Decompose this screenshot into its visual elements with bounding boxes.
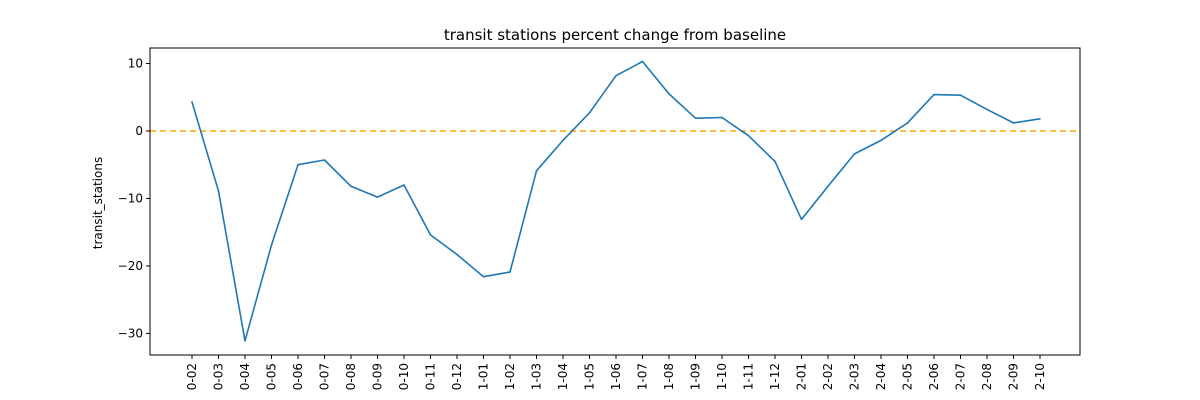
data-point <box>244 340 246 342</box>
data-point <box>747 134 750 137</box>
x-tick-label: 1-08 <box>662 363 676 390</box>
x-tick-label: 2-07 <box>954 363 968 390</box>
y-tick-label: 0 <box>135 124 143 138</box>
x-tick-label: 2-05 <box>901 363 915 390</box>
data-point <box>297 163 299 166</box>
data-point <box>853 153 856 155</box>
x-tick-label: 1-03 <box>530 363 544 390</box>
y-tick-label: 10 <box>128 57 143 71</box>
x-tick-label: 0-06 <box>291 363 305 390</box>
data-point <box>615 74 617 77</box>
x-tick-label: 1-10 <box>715 363 729 390</box>
x-tick-label: 1-01 <box>477 363 491 390</box>
data-point <box>668 93 670 95</box>
plot-area: 10 0 −10 −20 −30 0-02 0-03 0-04 0-05 0-06 0-07 0-08… <box>118 57 1080 390</box>
data-point <box>1039 118 1041 120</box>
x-tick-label: 1-07 <box>636 363 650 390</box>
data-point <box>827 185 829 188</box>
data-point <box>270 244 273 246</box>
x-tick-label: 0-03 <box>212 363 226 390</box>
y-tick-label: −30 <box>118 326 143 340</box>
data-point <box>641 60 644 63</box>
chart-title: transit stations percent change from bas… <box>444 26 786 44</box>
x-tick-label: 1-12 <box>768 363 782 390</box>
data-point <box>959 94 962 97</box>
data-point <box>403 184 405 186</box>
data-point <box>721 116 723 119</box>
data-point <box>986 108 988 111</box>
x-tick-label: 0-11 <box>424 363 438 390</box>
x-tick-label: 0-07 <box>318 363 332 390</box>
data-point <box>774 160 776 163</box>
x-tick-label: 1-04 <box>556 363 570 390</box>
data-point <box>800 218 803 221</box>
plot-frame <box>149 47 1081 356</box>
data-point <box>562 139 564 142</box>
series-line <box>191 60 1041 342</box>
x-tick-label: 2-04 <box>874 363 888 390</box>
x-tick-label: 0-02 <box>185 363 199 390</box>
x-tick-label: 0-08 <box>344 363 358 390</box>
data-point <box>1012 122 1015 124</box>
x-tick-label: 2-03 <box>848 363 862 390</box>
x-tick-label: 0-10 <box>397 363 411 390</box>
x-tick-label: 1-02 <box>503 363 517 390</box>
data-point <box>933 93 935 96</box>
data-point <box>880 139 882 142</box>
data-point <box>191 101 193 103</box>
x-tick-label: 2-01 <box>795 363 809 390</box>
x-tick-label: 2-02 <box>821 363 835 390</box>
x-tick-label: 2-09 <box>1007 363 1021 390</box>
data-point <box>350 185 352 188</box>
y-axis-label: transit_stations <box>91 157 105 249</box>
x-tick-label: 0-04 <box>238 363 252 390</box>
data-point <box>509 271 511 273</box>
data-point <box>535 170 538 172</box>
x-tick-label: 1-09 <box>689 363 703 390</box>
x-tick-label: 0-12 <box>450 363 464 390</box>
x-tick-label: 0-05 <box>265 363 279 390</box>
y-tick-label: −10 <box>118 191 143 205</box>
data-point <box>456 253 458 256</box>
data-point <box>429 234 432 236</box>
x-tick-label: 2-08 <box>980 363 994 390</box>
x-tick-label: 2-06 <box>927 363 941 390</box>
x-tick-label: 1-06 <box>609 363 623 390</box>
data-point <box>217 190 220 192</box>
data-point <box>323 159 326 161</box>
x-tick-label: 1-11 <box>742 363 756 390</box>
data-point <box>376 196 379 198</box>
y-tick-label: −20 <box>118 259 143 273</box>
x-tick-label: 2-10 <box>1033 363 1047 390</box>
x-tick-label: 1-05 <box>583 363 597 390</box>
data-point <box>482 275 485 278</box>
x-tick-label: 0-09 <box>371 363 385 390</box>
data-point <box>694 117 697 119</box>
data-point <box>588 111 591 114</box>
data-point <box>906 122 909 124</box>
